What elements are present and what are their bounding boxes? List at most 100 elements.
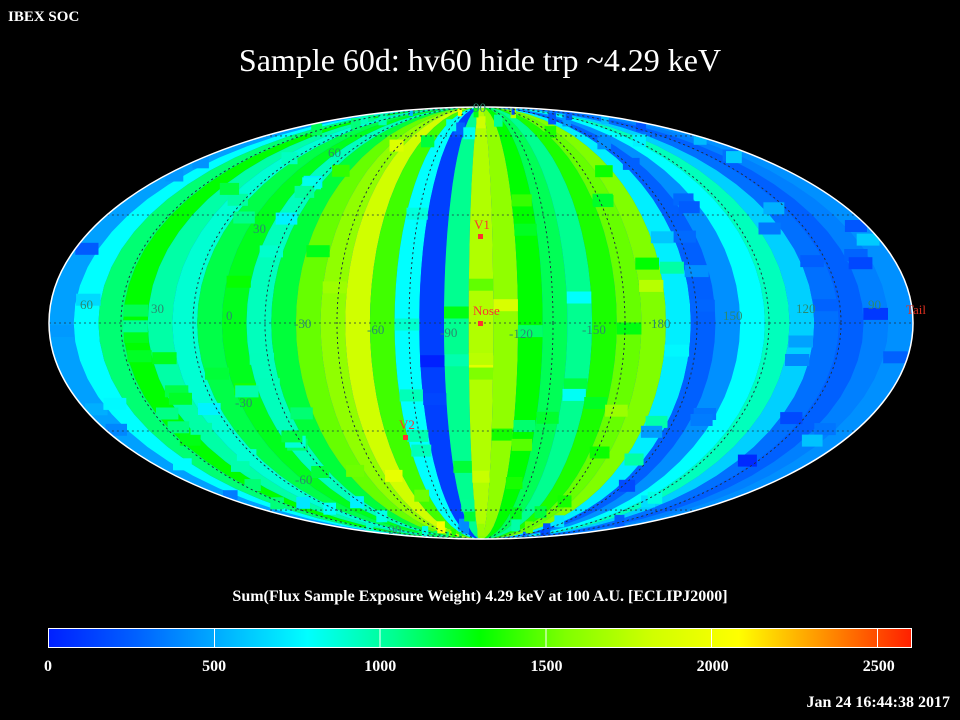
flux-cell	[863, 307, 888, 320]
colorbar-tick-2500: 2500	[862, 658, 895, 675]
flux-cell	[173, 458, 192, 471]
flux-cell	[249, 352, 274, 365]
flux-cell	[505, 477, 523, 489]
flux-cell	[801, 434, 823, 447]
flux-cell	[690, 414, 713, 426]
flux-cell	[548, 112, 557, 125]
longitude-label: -120	[509, 326, 533, 341]
colorbar-title: Sum(Flux Sample Exposure Weight) 4.29 ke…	[232, 588, 728, 605]
flux-cell	[566, 291, 592, 304]
flux-cell	[457, 107, 463, 117]
flux-cell	[75, 242, 99, 255]
flux-cell	[311, 123, 323, 136]
flux-cell	[323, 502, 336, 515]
flux-cell	[444, 306, 469, 319]
flux-cell	[562, 114, 571, 127]
flux-cell	[227, 193, 248, 206]
flux-cell	[511, 107, 515, 115]
flux-cell	[423, 393, 447, 406]
flux-cell	[554, 515, 565, 528]
flux-cell	[350, 496, 364, 509]
flux-cell	[565, 108, 573, 121]
flux-cell	[389, 139, 404, 152]
flux-cell	[601, 111, 609, 124]
flux-cell	[563, 378, 588, 391]
latitude-label: -30	[235, 395, 252, 410]
flux-cell	[584, 397, 608, 409]
flux-cell	[463, 127, 476, 140]
flux-cell	[883, 351, 908, 364]
longitude-label: 30	[151, 301, 164, 316]
graticule	[49, 107, 913, 539]
flux-cell	[433, 530, 438, 539]
flux-cell	[540, 530, 544, 539]
longitude-label: 150	[723, 308, 743, 323]
flux-cell	[464, 509, 476, 522]
flux-cell	[726, 151, 742, 164]
flux-cell	[557, 495, 572, 508]
flux-cell	[179, 433, 201, 446]
flux-cell	[378, 113, 387, 126]
flux-cell	[523, 531, 526, 539]
flux-cell	[407, 429, 429, 442]
organization-label: IBEX SOC	[8, 9, 80, 25]
flux-cell	[494, 114, 503, 127]
flux-band	[320, 107, 481, 539]
flux-cell	[758, 222, 781, 235]
flux-cell	[468, 352, 494, 365]
flux-cell	[270, 497, 284, 510]
flux-cell	[472, 470, 490, 483]
flux-cell	[510, 507, 522, 520]
marker-v1: V1	[474, 217, 490, 239]
longitude-label: 0	[226, 308, 233, 323]
flux-cell	[640, 425, 663, 438]
flux-cell	[156, 407, 179, 420]
flux-cell	[123, 304, 149, 317]
longitude-label: -60	[367, 322, 384, 337]
flux-cell	[168, 392, 192, 405]
flux-cell	[524, 521, 533, 534]
flux-cell	[367, 109, 375, 122]
flux-cell	[446, 531, 449, 539]
flux-cell	[451, 529, 456, 539]
flux-cell	[476, 116, 486, 129]
flux-cell	[281, 152, 298, 165]
flux-cell	[290, 407, 313, 420]
flux-cell	[544, 126, 557, 139]
flux-cell	[205, 367, 229, 380]
colorbar-tick-0: 0	[44, 658, 52, 675]
flux-cell	[511, 194, 532, 207]
longitude-label: 120	[796, 301, 816, 316]
flux-cell	[514, 223, 537, 236]
flux-cell	[848, 257, 873, 270]
flux-cell	[814, 423, 836, 436]
flux-cell	[422, 526, 429, 539]
flux-cell	[459, 531, 462, 539]
marker-nose-label: Nose	[473, 303, 500, 318]
flux-cell	[469, 367, 493, 380]
sky-map: 90 60 30 -30 -60 -90 60 30 0 -30 -60 -90 -120 -150 180…	[48, 100, 926, 540]
flux-band	[481, 107, 642, 539]
timestamp: Jan 24 16:44:38 2017	[806, 694, 950, 711]
marker-v1-label: V1	[474, 217, 490, 232]
flux-cell	[690, 299, 715, 312]
longitude-label: -150	[582, 322, 606, 337]
flux-cell	[673, 230, 696, 243]
marker-v2-label: V2	[399, 417, 415, 432]
flux-cell	[632, 134, 646, 147]
flux-cell	[394, 318, 420, 331]
flux-cell	[639, 279, 664, 292]
flux-cell	[167, 421, 190, 434]
flux-cell	[198, 403, 221, 415]
flux-cell	[664, 344, 690, 357]
longitude-label: -90	[440, 325, 457, 340]
flux-cell	[281, 430, 303, 443]
meridian-line	[120, 107, 842, 539]
flux-cell	[616, 322, 642, 335]
latitude-label: 60	[328, 145, 341, 160]
latitude-label: 90	[473, 100, 486, 115]
map-outline	[48, 106, 914, 540]
flux-cell	[76, 293, 101, 306]
flux-cell	[511, 519, 520, 532]
flux-cell	[399, 389, 423, 402]
